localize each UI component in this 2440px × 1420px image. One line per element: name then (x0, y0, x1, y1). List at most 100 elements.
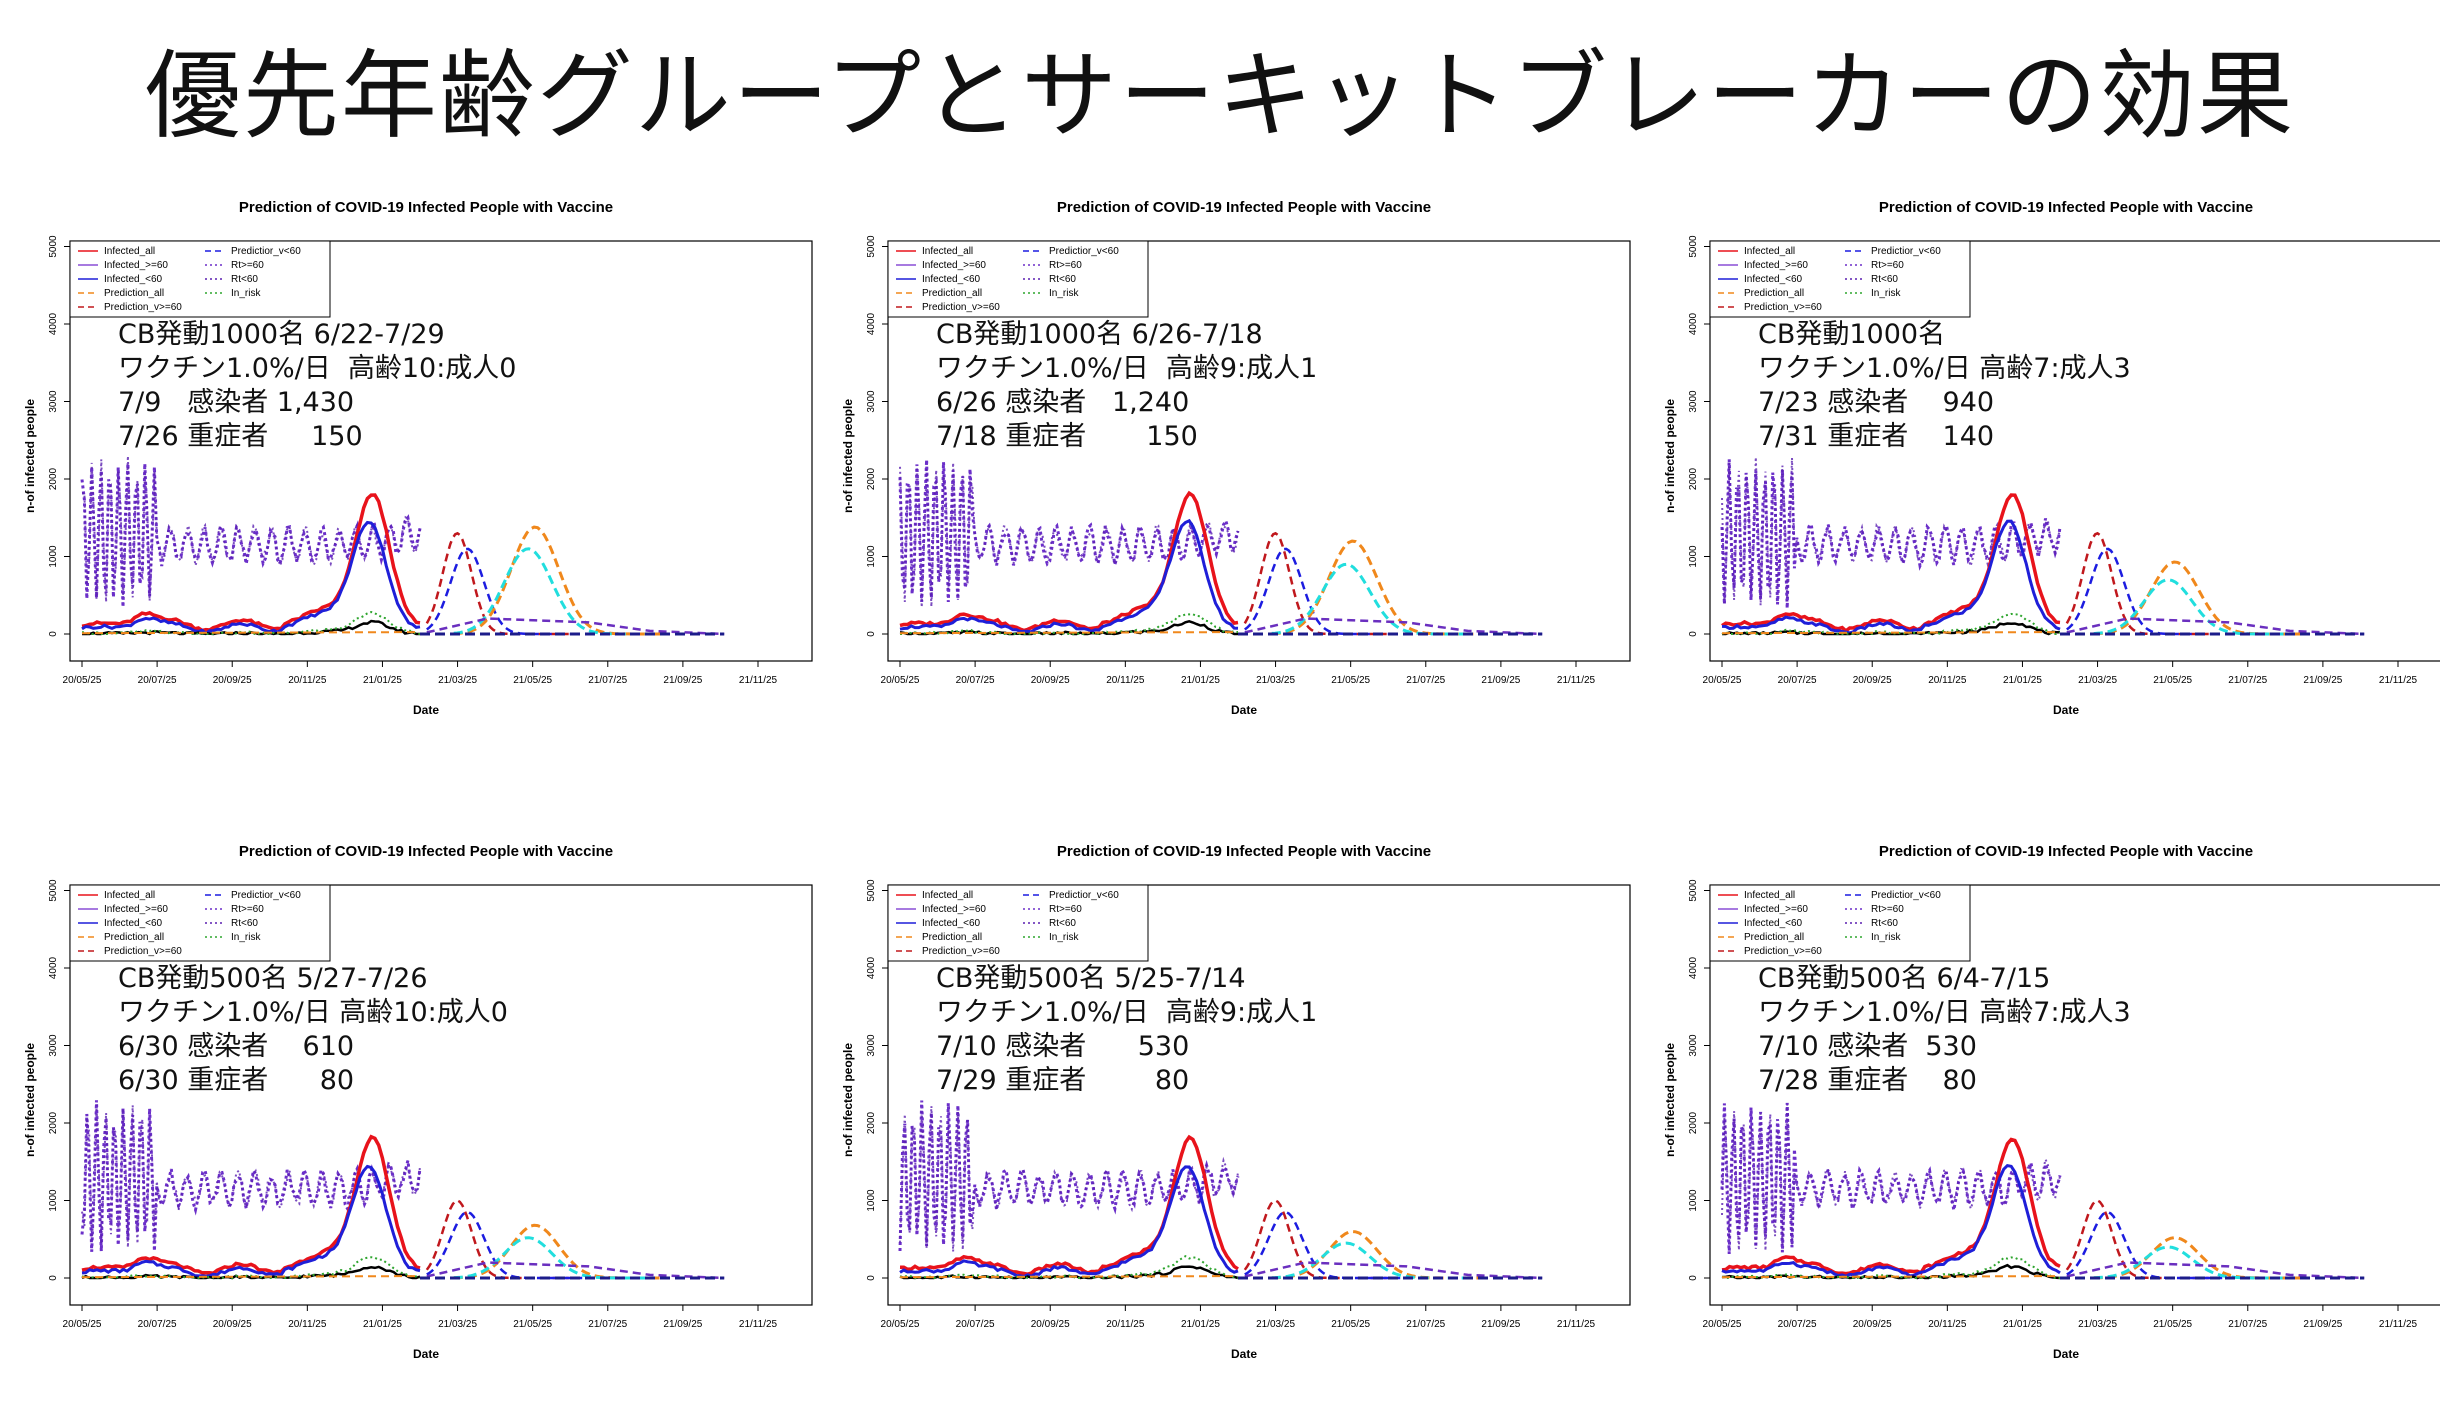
legend-label: Rt<60 (1049, 274, 1076, 285)
series-rt-ge60 (80, 463, 422, 608)
chart-panel-6: Prediction of COVID-19 Infected People w… (1660, 820, 2440, 1420)
chart-annotation: CB発動500名 5/27-7/26 ワクチン1.0%/日 高齢10:成人0 6/3… (118, 962, 508, 1098)
legend-label: Rt>=60 (231, 260, 264, 271)
series-rt-ge60 (80, 1100, 422, 1252)
annotation-line: 6/26 感染者 1,240 (936, 387, 1190, 418)
series-baseline (1721, 631, 2061, 635)
legend-label: Prediction_all (1744, 932, 1804, 943)
series-group (80, 455, 725, 636)
y-tick-label: 0 (866, 631, 877, 637)
legend-label: Rt<60 (1871, 274, 1898, 285)
x-tick-label: 20/05/25 (63, 675, 102, 686)
x-tick-label: 20/09/25 (1853, 675, 1892, 686)
x-tick-label: 21/01/25 (2003, 1319, 2042, 1330)
y-axis-label: n-of infected people (1663, 1043, 1677, 1157)
x-axis-label: Date (1231, 703, 1257, 717)
x-tick-label: 21/11/25 (2379, 1319, 2418, 1330)
x-tick-label: 21/05/25 (513, 1319, 552, 1330)
series-rt-lt60 (81, 1105, 421, 1248)
y-tick-label: 3000 (866, 390, 877, 413)
annotation-line: 6/30 感染者 610 (118, 1031, 355, 1062)
y-tick-label: 4000 (48, 312, 59, 335)
legend-label: Prediction_all (104, 932, 164, 943)
x-tick-label: 20/11/25 (288, 1319, 327, 1330)
x-tick-label: 21/01/25 (1181, 675, 1220, 686)
y-tick-label: 4000 (1688, 956, 1699, 979)
x-tick-label: 21/07/25 (588, 1319, 627, 1330)
series-infected-all (81, 493, 421, 633)
legend-label: In_risk (1049, 932, 1079, 943)
y-tick-label: 2000 (866, 467, 877, 490)
series-prediction-all (453, 525, 664, 636)
legend-label: Rt<60 (231, 918, 258, 929)
x-axis-label: Date (413, 1347, 439, 1361)
series-group (80, 1100, 725, 1280)
legend-label: Prediction_v>=60 (1744, 302, 1822, 313)
y-tick-label: 3000 (1688, 1034, 1699, 1057)
y-axis-label: n-of infected people (841, 399, 855, 513)
x-tick-label: 20/07/25 (1778, 1319, 1817, 1330)
x-tick-label: 21/11/25 (1557, 675, 1596, 686)
chart-svg: Prediction of COVID-19 Infected People w… (841, 199, 1631, 717)
y-tick-label: 4000 (48, 956, 59, 979)
annotation-line: 7/31 重症者 140 (1758, 421, 1995, 452)
x-tick-label: 21/09/25 (1481, 675, 1520, 686)
legend-label: Prediction_all (104, 288, 164, 299)
y-tick-label: 2000 (48, 1111, 59, 1134)
x-tick-label: 20/07/25 (138, 1319, 177, 1330)
legend-label: Infected_all (104, 246, 155, 257)
plot-frame (887, 240, 1631, 662)
legend-label: Prediction_v>=60 (922, 302, 1000, 313)
y-tick-label: 1000 (866, 1189, 877, 1212)
x-tick-label: 20/05/25 (1703, 675, 1742, 686)
legend-label: Infected_>=60 (104, 260, 168, 271)
y-tick-label: 5000 (1688, 879, 1699, 902)
plot-frame (887, 884, 1631, 1306)
annotation-line: CB発動500名 5/25-7/14 (936, 963, 1246, 994)
legend-label: Predictior_v<60 (231, 246, 301, 257)
annotation-line: CB発動1000名 6/26-7/18 (936, 319, 1263, 350)
y-tick-label: 4000 (866, 312, 877, 335)
y-tick-label: 3000 (48, 1034, 59, 1057)
y-tick-label: 2000 (1688, 1111, 1699, 1134)
y-tick-label: 1000 (1688, 545, 1699, 568)
series-prediction-cyan (2093, 1245, 2290, 1280)
legend-label: Infected_<60 (104, 918, 163, 929)
series-prediction-tail (1244, 1261, 1543, 1280)
y-tick-label: 1000 (48, 545, 59, 568)
x-tick-label: 20/07/25 (956, 675, 995, 686)
annotation-line: 7/23 感染者 940 (1758, 387, 1995, 418)
chart-annotation: CB発動1000名 ワクチン1.0%/日 高齢7:成人3 7/23 感染者 940 7… (1758, 318, 2131, 454)
legend-label: Infected_all (1744, 246, 1795, 257)
x-tick-label: 21/03/25 (1256, 675, 1295, 686)
x-tick-label: 21/11/25 (1557, 1319, 1596, 1330)
chart-title: Prediction of COVID-19 Infected People w… (1879, 843, 2253, 860)
series-rt-ge60 (1720, 459, 2062, 609)
chart-title: Prediction of COVID-19 Infected People w… (1057, 199, 1431, 216)
legend-label: Rt>=60 (1871, 260, 1904, 271)
annotation-line: ワクチン1.0%/日 高齢9:成人1 (936, 997, 1318, 1028)
y-axis-label: n-of infected people (23, 399, 37, 513)
legend-label: In_risk (1871, 932, 1901, 943)
series-rt-ge60 (1720, 1102, 2062, 1255)
y-tick-label: 5000 (866, 879, 877, 902)
y-tick-label: 2000 (866, 1111, 877, 1134)
series-baseline (1721, 1275, 2061, 1279)
legend-label: Infected_<60 (104, 274, 163, 285)
y-tick-label: 5000 (1688, 235, 1699, 258)
plot-frame (69, 240, 813, 662)
series-rt-lt60 (899, 1106, 1239, 1252)
series-prediction-tail (1244, 617, 1543, 636)
series-infected-all (899, 1134, 1239, 1276)
x-tick-label: 20/09/25 (213, 1319, 252, 1330)
x-tick-label: 21/11/25 (739, 675, 778, 686)
chart-panel-3: Prediction of COVID-19 Infected People w… (1660, 176, 2440, 776)
annotation-line: 7/28 重症者 80 (1758, 1065, 1977, 1096)
legend-label: In_risk (231, 932, 261, 943)
chart-annotation: CB発動500名 6/4-7/15 ワクチン1.0%/日 高齢7:成人3 7/10 … (1758, 962, 2131, 1098)
legend-label: Infected_all (1744, 890, 1795, 901)
series-baseline (899, 1275, 1239, 1279)
series-infected-lt60 (899, 518, 1239, 634)
legend: Infected_all Infected_>=60 Infected_<60 Pre… (887, 884, 1149, 962)
x-tick-label: 21/05/25 (2153, 675, 2192, 686)
